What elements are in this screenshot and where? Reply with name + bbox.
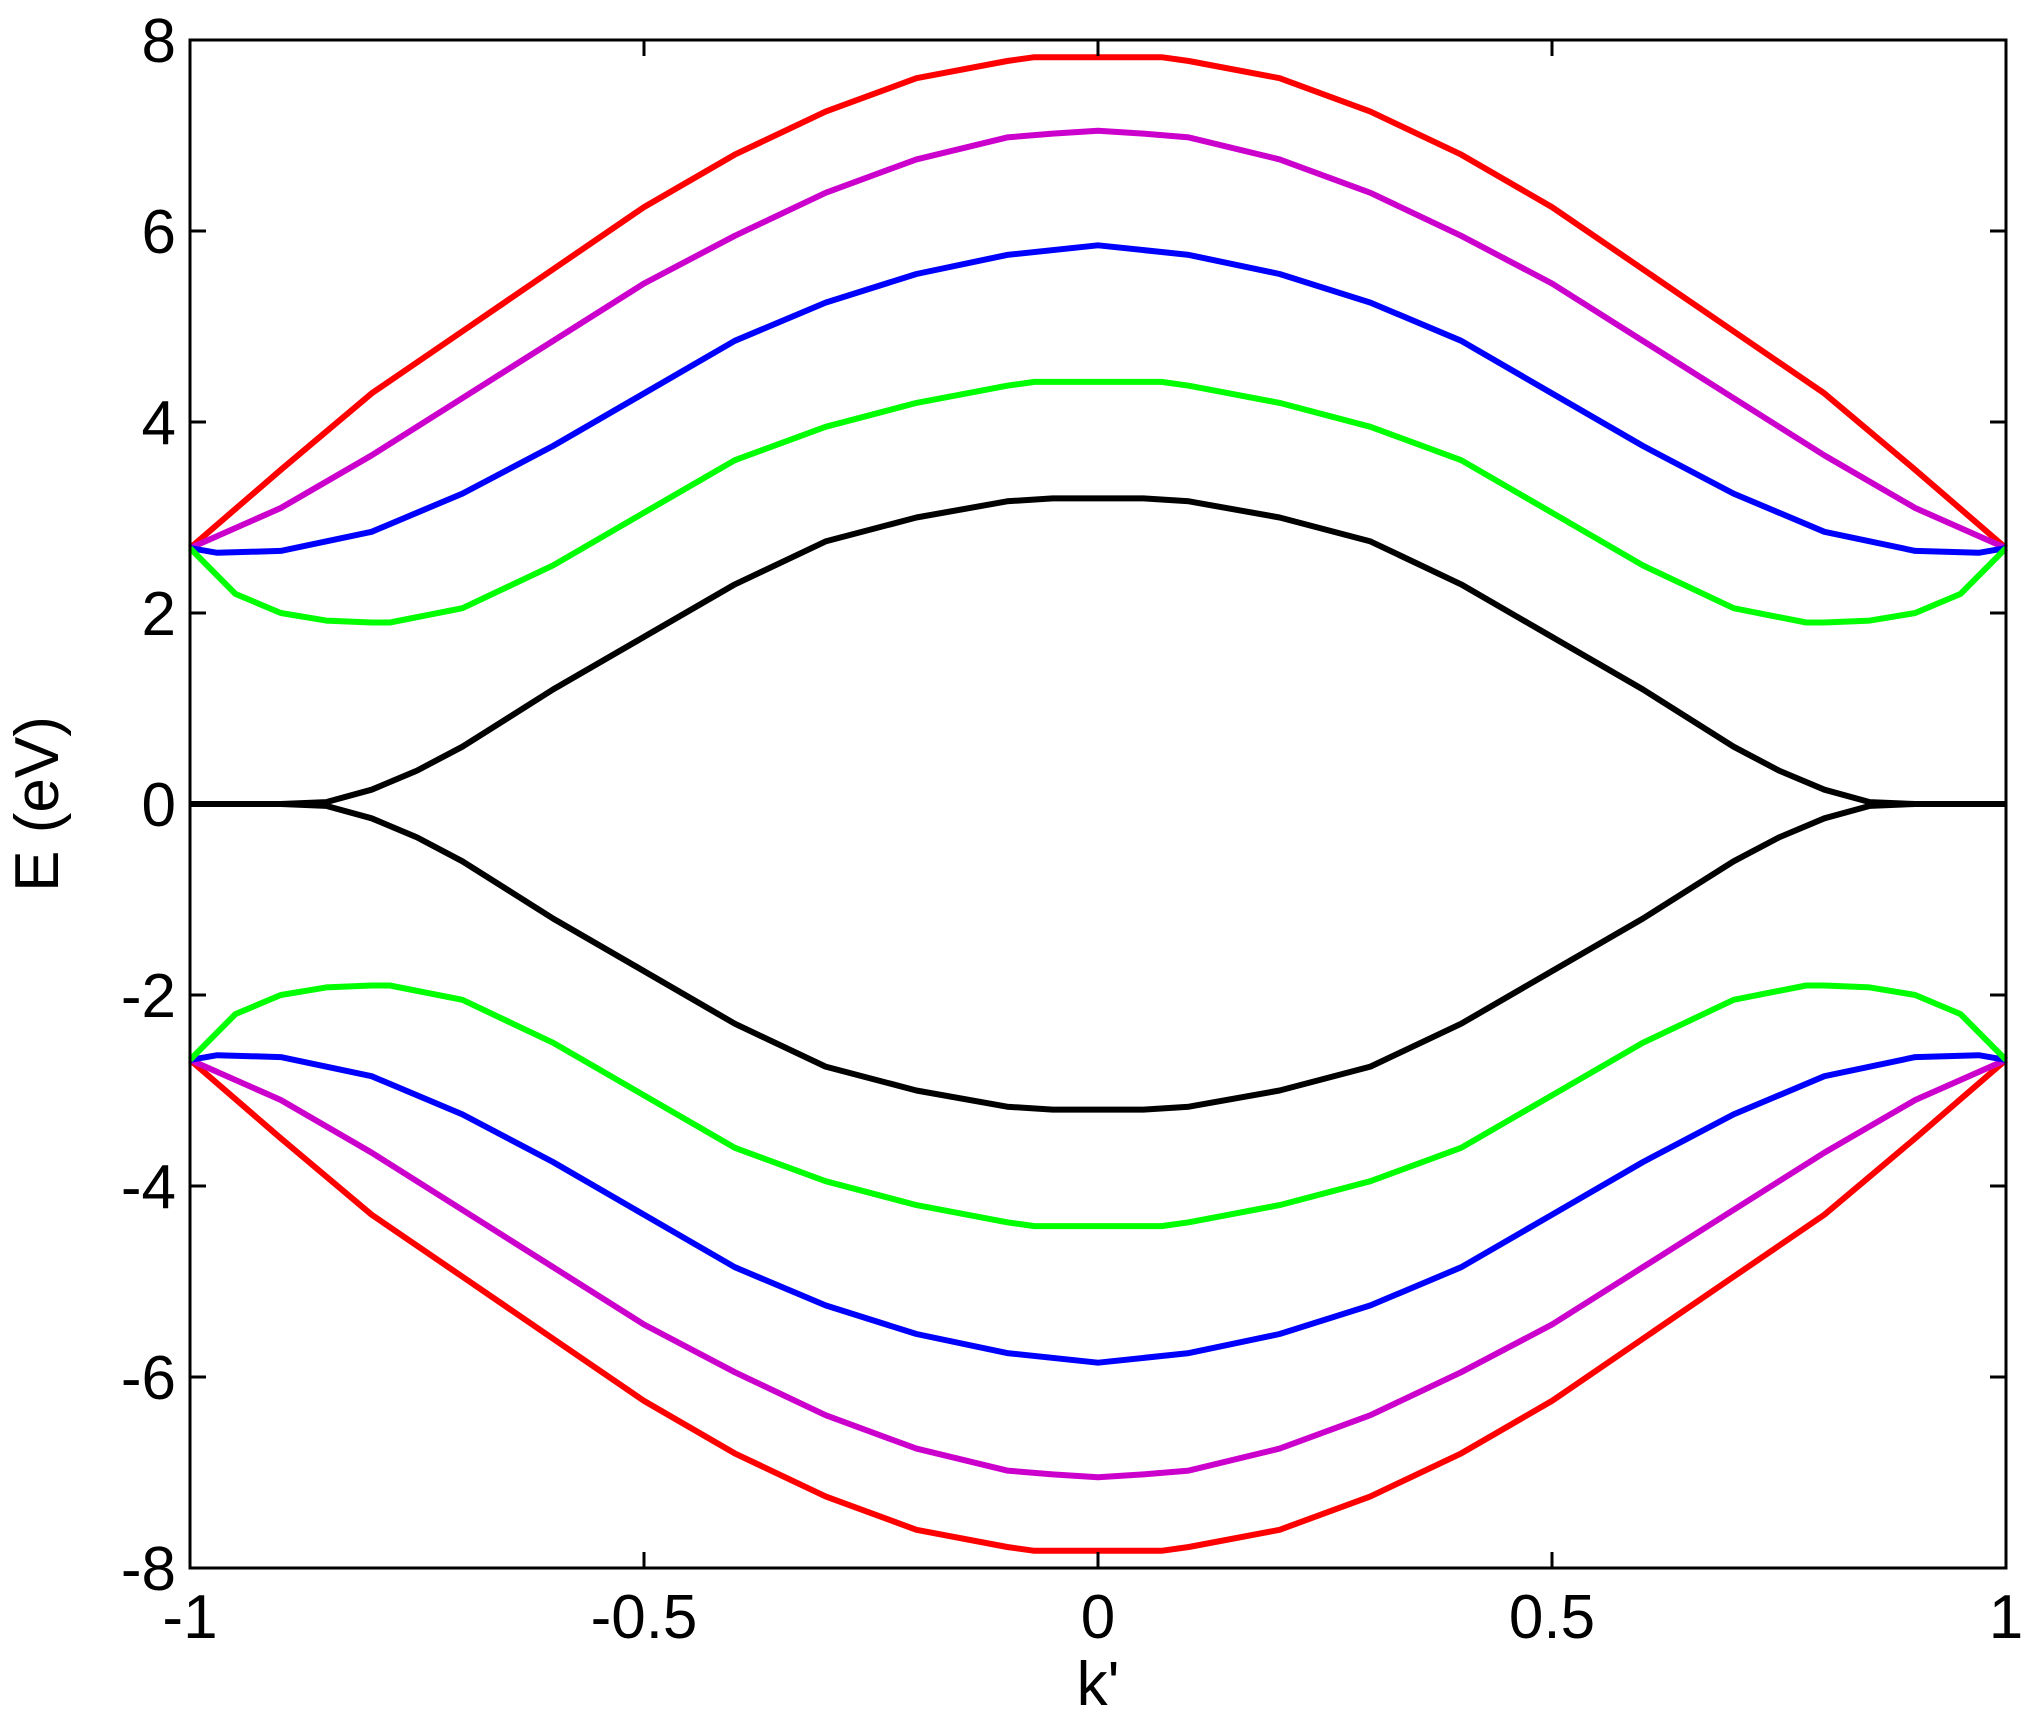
y-ticks: -8 -6 -4 -2 0 2 4 6 8 — [121, 7, 2006, 1604]
series-line-9-lower — [190, 801, 2006, 1113]
x-axis-label: k' — [1077, 1650, 1120, 1719]
y-tick-label-5: 2 — [142, 580, 176, 649]
y-tick-label-1: -6 — [121, 1344, 176, 1413]
y-tick-label-8: 8 — [142, 7, 176, 76]
series-line-6-upper — [187, 378, 2009, 626]
y-tick-label-6: 4 — [142, 389, 176, 458]
x-tick-label-4: 1 — [1989, 1583, 2021, 1652]
series-line-8-upper — [190, 495, 2006, 807]
series-line-1-lower — [188, 1057, 2008, 1554]
series-layer — [187, 54, 2009, 1554]
x-tick-label-3: 0.5 — [1509, 1583, 1595, 1652]
x-ticks: -1 -0.5 0 0.5 1 — [162, 40, 2021, 1652]
series-line-7-lower — [187, 982, 2009, 1230]
y-tick-label-7: 6 — [142, 198, 176, 267]
x-tick-label-1: -0.5 — [591, 1583, 698, 1652]
x-tick-label-2: 0 — [1081, 1583, 1115, 1652]
y-tick-label-3: -2 — [121, 962, 176, 1031]
series-line-5-lower — [189, 1052, 2007, 1366]
y-tick-label-0: -8 — [121, 1535, 176, 1604]
series-line-3-lower — [188, 1057, 2008, 1481]
y-tick-label-4: 0 — [142, 771, 176, 840]
plot-area — [190, 40, 2006, 1568]
y-axis-label: E (eV) — [3, 716, 72, 892]
plot-frame — [188, 38, 2008, 1570]
y-tick-label-2: -4 — [121, 1153, 176, 1222]
x-tick-label-0: -1 — [162, 1583, 217, 1652]
series-line-4-upper — [189, 242, 2007, 556]
series-line-0-upper — [188, 54, 2008, 551]
series-line-2-upper — [188, 127, 2008, 551]
